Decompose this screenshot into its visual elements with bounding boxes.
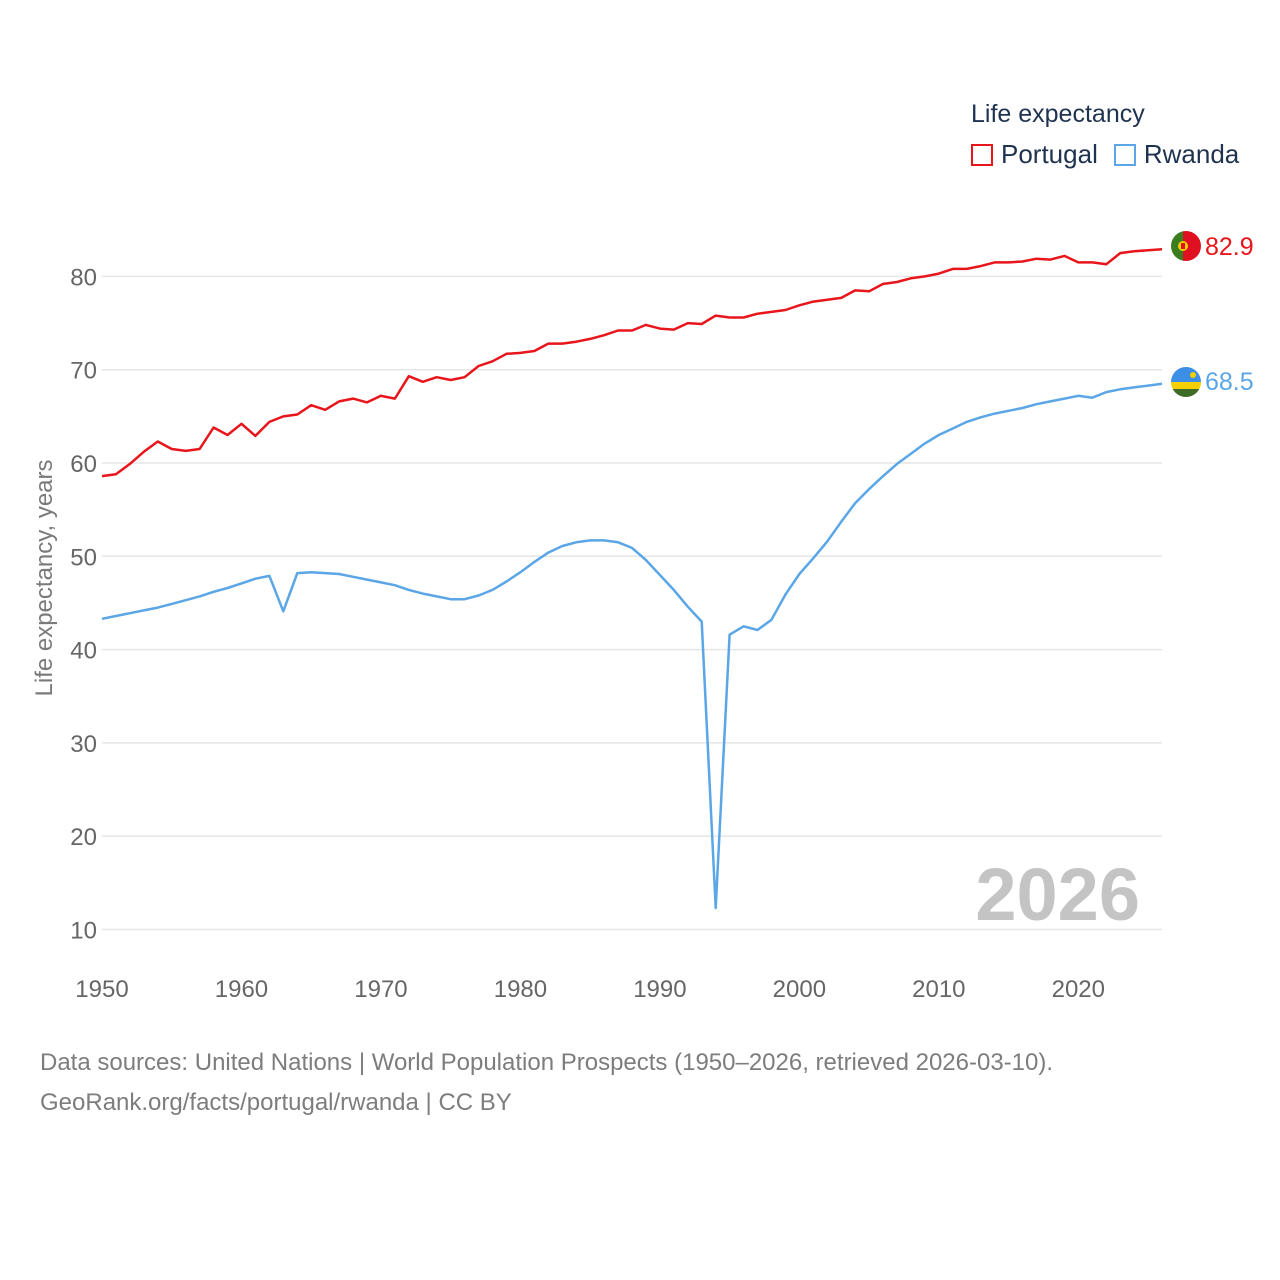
y-tick-label: 30	[70, 731, 97, 758]
portugal-flag-icon	[1171, 231, 1201, 261]
grid-lines	[102, 275, 1162, 931]
y-tick-label: 20	[70, 824, 97, 851]
x-tick-label: 1950	[75, 976, 128, 1003]
x-tick-label: 1980	[494, 976, 547, 1003]
series-lines	[101, 248, 1163, 910]
legend-title: Life expectancy	[971, 100, 1145, 128]
y-axis-ticks: 10 20 30 40 50 60 70 80	[70, 264, 97, 944]
rwanda-end-value: 68.5	[1205, 368, 1254, 396]
series-line-rwanda[interactable]	[101, 382, 1163, 910]
legend-item-portugal[interactable]: Portugal	[971, 139, 1098, 170]
series-line-portugal[interactable]	[101, 248, 1163, 478]
legend-label-portugal: Portugal	[1001, 139, 1098, 169]
legend: Life expectancy Portugal Rwanda	[971, 100, 1255, 170]
year-watermark: 2026	[975, 853, 1140, 936]
y-tick-label: 50	[70, 544, 97, 571]
x-tick-label: 2000	[773, 976, 826, 1003]
source-link[interactable]: GeoRank.org/facts/portugal/rwanda | CC B…	[40, 1089, 512, 1116]
y-axis-label: Life expectancy, years	[31, 459, 58, 696]
portugal-end-value: 82.9	[1205, 233, 1254, 261]
x-tick-label: 2010	[912, 976, 965, 1003]
data-sources: Data sources: United Nations | World Pop…	[40, 1049, 1054, 1076]
y-tick-label: 10	[70, 918, 97, 945]
x-tick-label: 1960	[215, 976, 268, 1003]
legend-swatch-rwanda	[1113, 143, 1136, 166]
y-tick-label: 60	[70, 451, 97, 478]
legend-label-rwanda: Rwanda	[1143, 139, 1240, 169]
x-tick-label: 2020	[1052, 976, 1105, 1003]
y-tick-label: 80	[70, 264, 97, 291]
y-tick-label: 40	[70, 638, 97, 665]
rwanda-flag-icon	[1171, 367, 1201, 397]
y-tick-label: 70	[70, 358, 97, 385]
x-tick-label: 1970	[354, 976, 407, 1003]
footer: Data sources: United Nations | World Pop…	[40, 1043, 1053, 1123]
x-tick-label: 1990	[633, 976, 686, 1003]
legend-item-rwanda[interactable]: Rwanda	[1113, 139, 1240, 170]
legend-swatch-portugal	[971, 143, 993, 166]
legend-items: Portugal Rwanda	[971, 139, 1255, 170]
x-axis-ticks: 1950 1960 1970 1980 1990 2000 2010 2020	[75, 976, 1105, 1003]
